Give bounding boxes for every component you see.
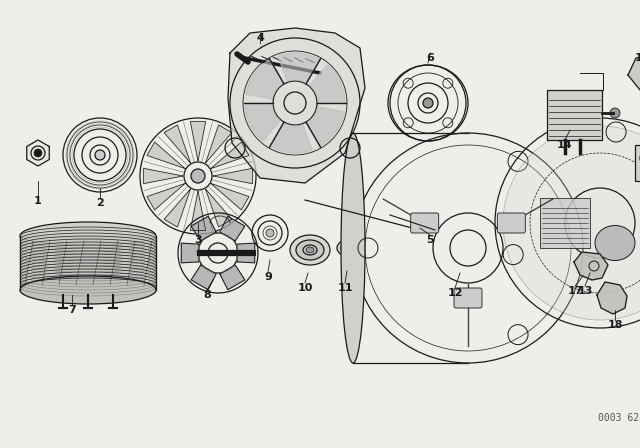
Text: 7: 7 [68, 305, 76, 315]
Text: 16: 16 [635, 53, 640, 63]
Text: 4: 4 [256, 33, 264, 43]
Text: 13: 13 [577, 286, 593, 296]
Polygon shape [574, 252, 608, 280]
Ellipse shape [20, 276, 156, 304]
Polygon shape [191, 216, 216, 241]
Polygon shape [220, 216, 245, 241]
Polygon shape [307, 107, 344, 146]
Text: 0003 625: 0003 625 [598, 413, 640, 423]
Circle shape [266, 229, 274, 237]
Text: 3: 3 [194, 235, 202, 245]
Polygon shape [205, 125, 232, 163]
FancyBboxPatch shape [454, 288, 482, 308]
Polygon shape [20, 236, 156, 290]
Polygon shape [147, 142, 185, 168]
Text: 9: 9 [264, 272, 272, 282]
Polygon shape [213, 168, 252, 184]
Polygon shape [237, 243, 255, 263]
Ellipse shape [306, 247, 314, 253]
Polygon shape [597, 282, 627, 314]
Polygon shape [270, 123, 312, 153]
Polygon shape [228, 28, 365, 183]
Ellipse shape [595, 225, 635, 260]
Polygon shape [211, 142, 249, 168]
Bar [635, 145, 640, 181]
Polygon shape [220, 265, 245, 290]
Polygon shape [190, 191, 205, 230]
Bar [540, 198, 590, 248]
Circle shape [610, 108, 620, 118]
FancyBboxPatch shape [411, 213, 438, 233]
Text: 5: 5 [426, 235, 434, 245]
Polygon shape [211, 184, 249, 210]
Text: 18: 18 [607, 320, 623, 330]
FancyBboxPatch shape [497, 213, 525, 233]
Text: 8: 8 [203, 290, 211, 300]
Text: 12: 12 [447, 288, 463, 298]
Text: 1: 1 [34, 196, 42, 206]
Polygon shape [143, 168, 183, 184]
Ellipse shape [290, 235, 330, 265]
Polygon shape [190, 121, 205, 161]
Polygon shape [181, 243, 199, 263]
Polygon shape [245, 103, 280, 141]
Polygon shape [278, 53, 320, 83]
Circle shape [191, 169, 205, 183]
Polygon shape [310, 65, 345, 103]
Ellipse shape [296, 240, 324, 260]
Text: 11: 11 [337, 283, 353, 293]
Ellipse shape [20, 222, 156, 250]
Polygon shape [191, 265, 216, 290]
Polygon shape [164, 189, 191, 227]
Circle shape [503, 126, 640, 320]
Bar [547, 90, 602, 140]
Text: 10: 10 [298, 283, 313, 293]
Text: 6: 6 [426, 53, 434, 63]
Text: 17: 17 [567, 286, 583, 296]
Polygon shape [205, 189, 232, 227]
Text: 14: 14 [557, 140, 573, 150]
Circle shape [34, 149, 42, 157]
Circle shape [95, 150, 105, 160]
Polygon shape [147, 184, 185, 210]
Circle shape [423, 98, 433, 108]
Text: 2: 2 [96, 198, 104, 208]
Polygon shape [27, 140, 49, 166]
Polygon shape [164, 125, 191, 163]
Ellipse shape [341, 133, 365, 363]
Polygon shape [246, 60, 284, 99]
Polygon shape [628, 55, 640, 92]
Ellipse shape [337, 240, 359, 256]
